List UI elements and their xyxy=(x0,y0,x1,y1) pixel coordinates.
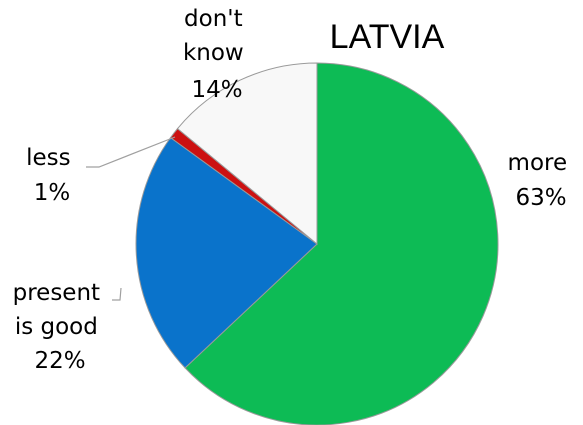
slice-label-more: more 63% xyxy=(508,150,575,211)
leader-line-less xyxy=(86,136,176,168)
leader-line-present-is-good xyxy=(112,287,122,301)
pie-slice-don-t-know xyxy=(176,62,318,246)
slice-label-dont-know: don't know 14% xyxy=(183,6,251,103)
slice-label-less-line1: less xyxy=(26,145,71,171)
slice-label-present-is-good: present is good 22% xyxy=(13,280,108,374)
slice-label-dont-know-line3: 14% xyxy=(191,77,242,103)
slice-label-dont-know-line2: know xyxy=(183,40,244,66)
slice-label-more-line1: more xyxy=(508,150,568,176)
chart-title: LATVIA xyxy=(330,18,445,56)
slice-label-less: less 1% xyxy=(26,145,78,206)
slice-label-dont-know-line1: don't xyxy=(184,6,243,32)
slice-label-present-line3: 22% xyxy=(34,348,85,374)
slice-label-more-line2: 63% xyxy=(515,185,566,211)
leader-lines xyxy=(86,136,176,301)
slice-label-present-line2: is good xyxy=(15,314,98,340)
pie-slice-more xyxy=(184,62,499,425)
slice-label-less-line2: 1% xyxy=(34,180,71,206)
pie-slices xyxy=(135,62,499,425)
slice-label-present-line1: present xyxy=(13,280,100,306)
pie-slice-present-is-good xyxy=(135,136,318,369)
